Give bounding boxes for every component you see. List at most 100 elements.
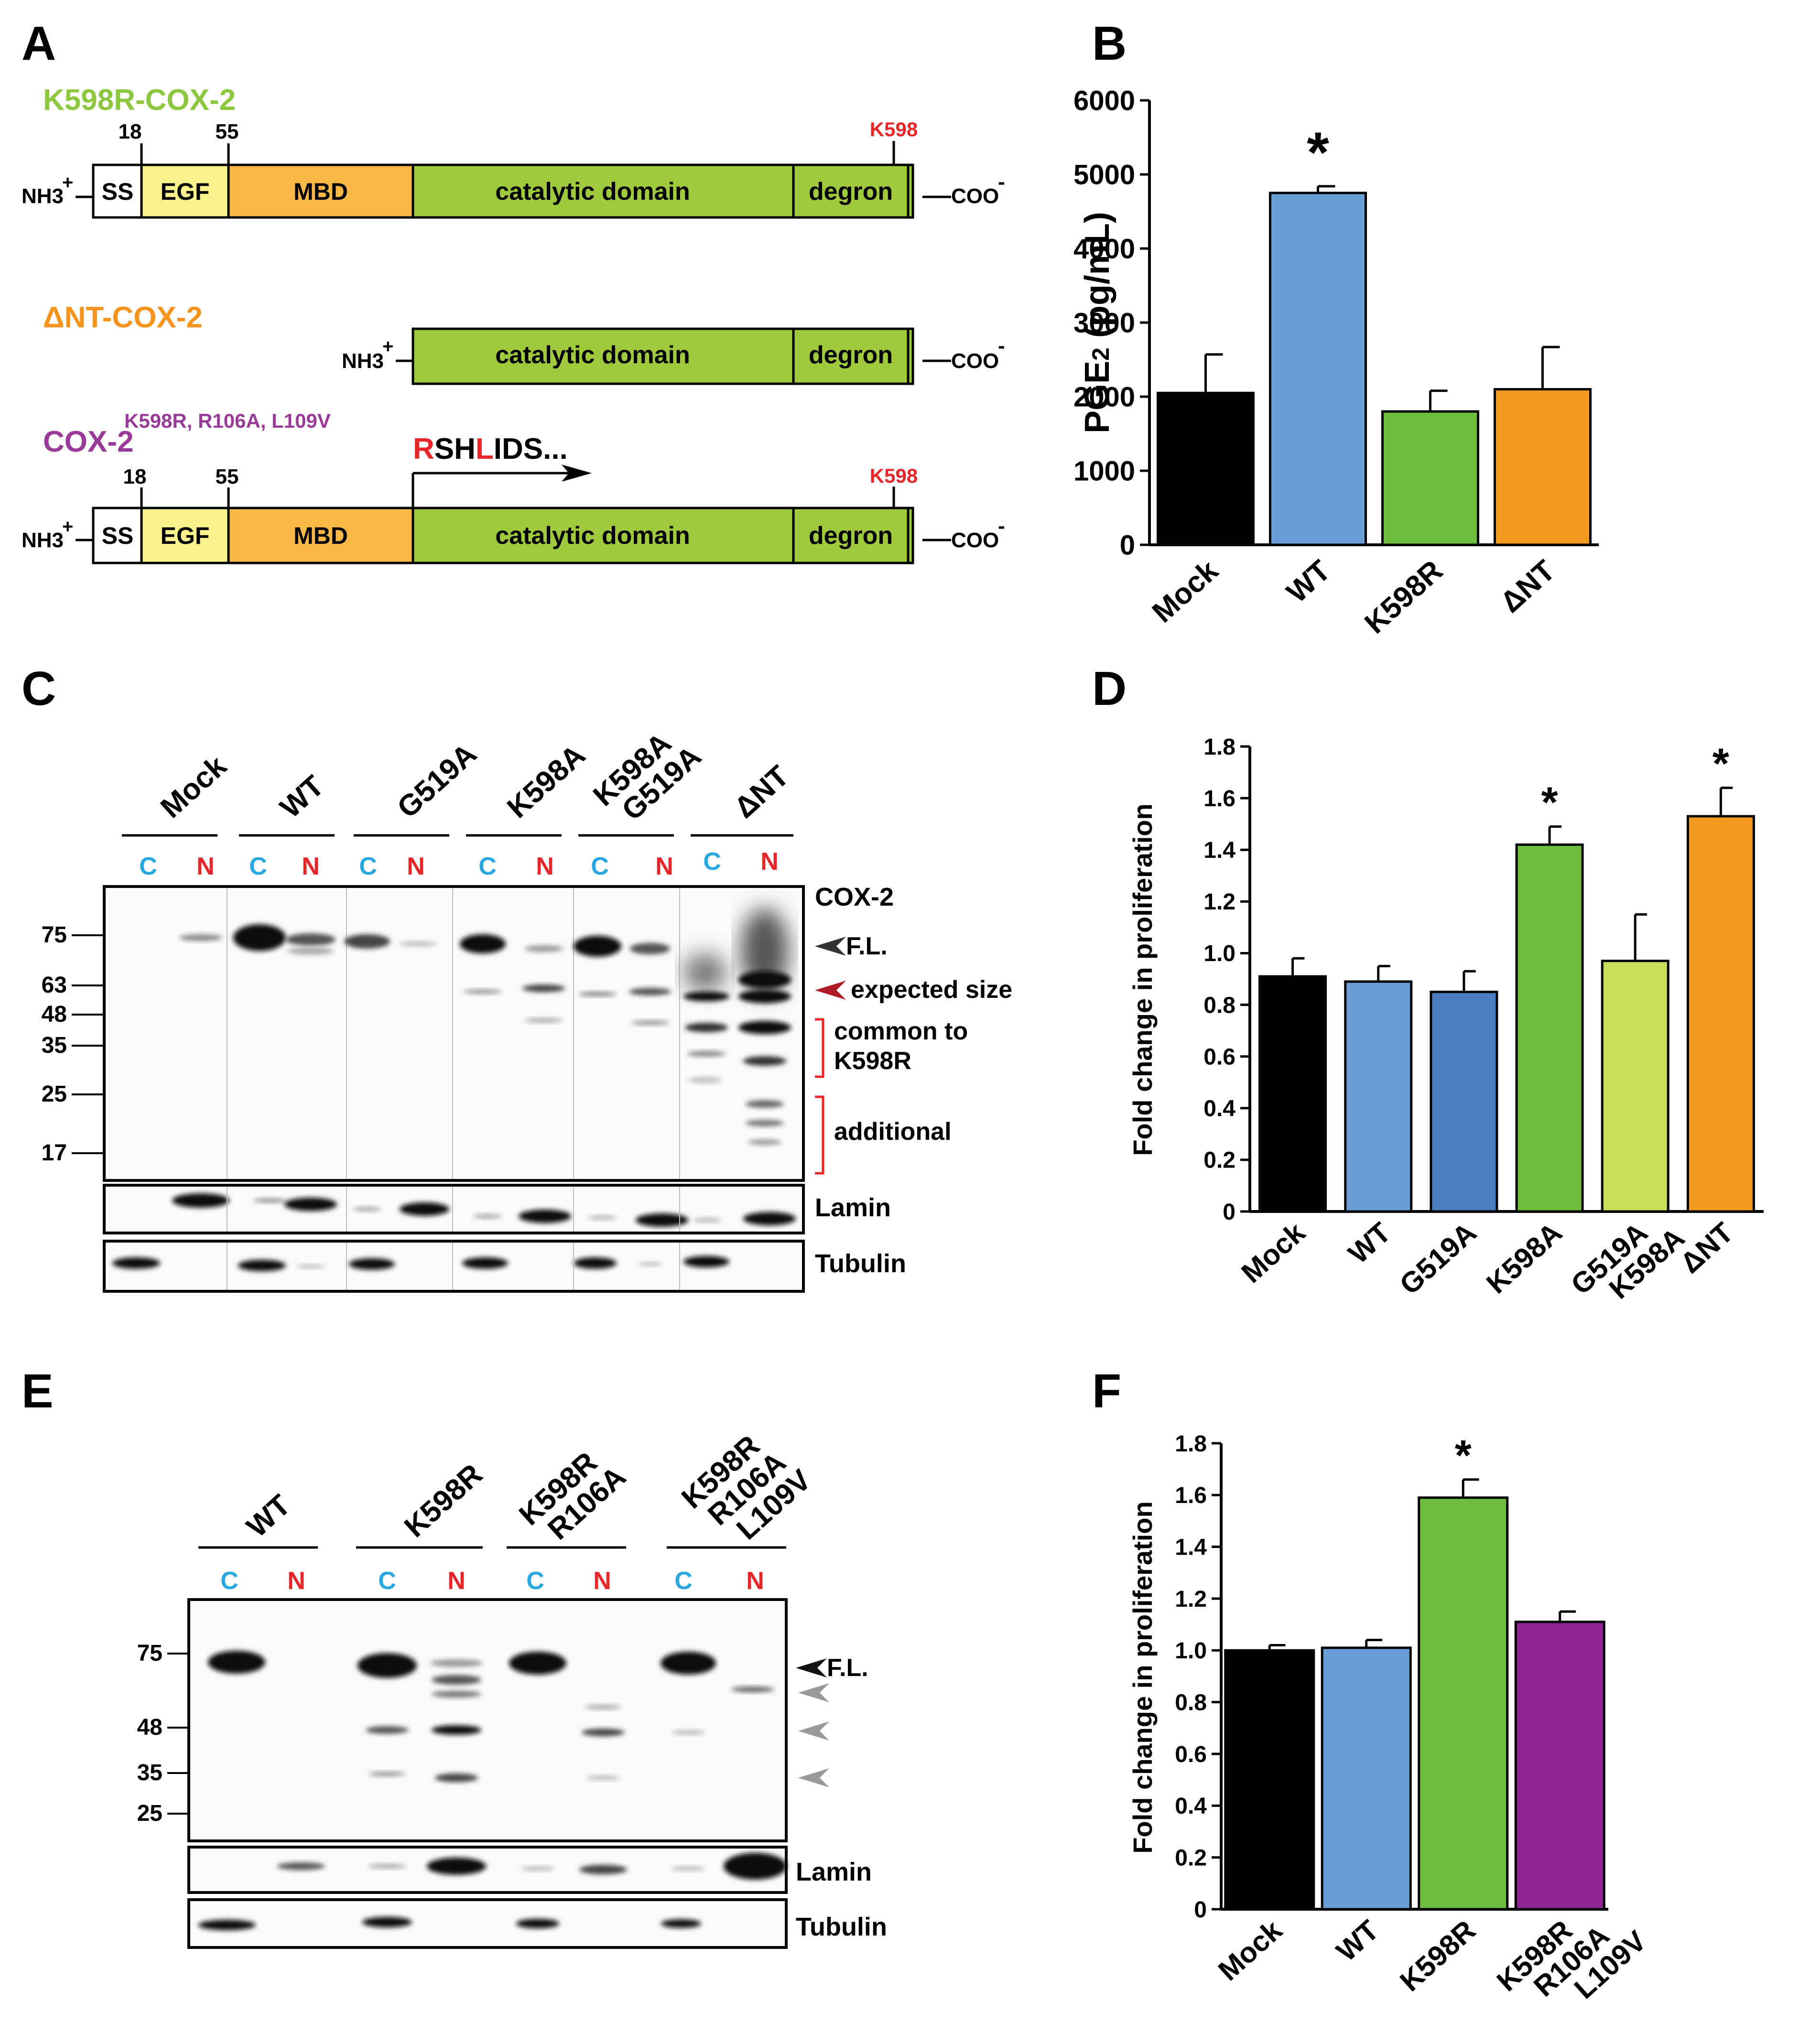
y-tick-label: 0 bbox=[1194, 1897, 1207, 1923]
domain-mbd-label: MBD bbox=[293, 178, 348, 205]
x-tick-label: K598R bbox=[1358, 554, 1449, 640]
construct1-bar: NH3 + SS EGF MBD catalytic domain degron… bbox=[22, 163, 1005, 219]
lane-header-k598a: K598A bbox=[501, 738, 592, 824]
expected-arrowhead bbox=[815, 981, 846, 1000]
significance-star: * bbox=[1712, 740, 1729, 788]
blot-e-main bbox=[187, 1598, 788, 1842]
y-tick-label: 0.4 bbox=[1175, 1794, 1207, 1819]
gray-arrowhead-3 bbox=[798, 1768, 829, 1787]
domain-degron bbox=[792, 163, 914, 219]
panel-a: A K598R-COX-2 18 55 K598 NH3 + SS EGF MB… bbox=[22, 17, 1005, 564]
construct2-bar: NH3 + catalytic domain degron COO - bbox=[342, 327, 1005, 385]
panel-a-label: A bbox=[22, 17, 56, 70]
y-axis-title: PGE2 (pg/mL) bbox=[1078, 212, 1116, 433]
svg-text:C: C bbox=[139, 853, 157, 880]
domain-ss bbox=[92, 163, 143, 219]
x-tick-label: G519A bbox=[1394, 1216, 1483, 1301]
svg-text:COO: COO bbox=[951, 529, 999, 552]
nterm-label: NH3 bbox=[22, 184, 64, 208]
blot-c-tubulin-label: Tubulin bbox=[815, 1249, 906, 1278]
y-tick-label: 0 bbox=[1223, 1200, 1235, 1225]
y-tick-label: 0.2 bbox=[1175, 1845, 1207, 1871]
svg-text:C: C bbox=[220, 1567, 238, 1595]
svg-text:EGF: EGF bbox=[161, 522, 210, 549]
y-axis-title: Fold change in proliferation bbox=[1127, 1501, 1158, 1853]
svg-text:C: C bbox=[249, 853, 267, 880]
svg-text:degron: degron bbox=[809, 522, 893, 550]
domain-egf-label: EGF bbox=[161, 178, 210, 205]
svg-text:catalytic domain: catalytic domain bbox=[495, 341, 690, 369]
svg-text:K598R: K598R bbox=[398, 1458, 489, 1544]
internal-start-arrow: RSHLIDS... bbox=[412, 433, 592, 508]
y-tick-label: 0 bbox=[1120, 530, 1135, 561]
svg-text:25: 25 bbox=[137, 1801, 163, 1826]
svg-text:75: 75 bbox=[42, 922, 67, 948]
nterm-plus: + bbox=[62, 172, 73, 193]
blot-c-tubulin bbox=[103, 1240, 805, 1293]
bar-1 bbox=[1321, 1646, 1412, 1911]
bar-3 bbox=[1494, 388, 1592, 546]
panel-e-label: E bbox=[22, 1364, 54, 1418]
x-tick-label: K598R bbox=[1394, 1914, 1482, 1998]
y-tick-label: 0.6 bbox=[1175, 1742, 1207, 1767]
bar-1 bbox=[1269, 192, 1367, 546]
lane-header-g519a: G519A bbox=[391, 737, 483, 825]
lane-header-wt: WT bbox=[274, 769, 330, 825]
svg-text:25: 25 bbox=[42, 1081, 67, 1107]
gray-arrowhead-2 bbox=[798, 1721, 829, 1741]
y-tick-label: 0.8 bbox=[1203, 993, 1235, 1018]
x-tick-label: Mock bbox=[1146, 554, 1225, 629]
svg-text:COO: COO bbox=[951, 349, 999, 373]
svg-text:75: 75 bbox=[137, 1641, 163, 1666]
svg-text:N: N bbox=[447, 1567, 466, 1595]
domain-catalytic-label: catalytic domain bbox=[495, 178, 690, 205]
blot-c-lamin-label: Lamin bbox=[815, 1193, 891, 1222]
significance-star: * bbox=[1541, 779, 1558, 827]
construct3-pos-18: 18 bbox=[123, 465, 147, 488]
construct1-pos-18: 18 bbox=[119, 120, 142, 143]
domain-ss-label: SS bbox=[102, 178, 134, 205]
bar-1 bbox=[1344, 980, 1413, 1213]
y-tick-label: 3000 bbox=[1073, 307, 1135, 338]
svg-text:35: 35 bbox=[42, 1033, 67, 1058]
domain-egf bbox=[140, 163, 230, 219]
svg-text:MBD: MBD bbox=[293, 522, 348, 549]
construct1-pos-55: 55 bbox=[216, 120, 239, 143]
bar-3 bbox=[1514, 1621, 1605, 1911]
svg-text:N: N bbox=[196, 853, 215, 880]
bar-0 bbox=[1258, 975, 1327, 1213]
panel-f-label: F bbox=[1092, 1364, 1121, 1418]
svg-text:+: + bbox=[382, 336, 393, 357]
construct3-mutations: K598R, R106A, L109V bbox=[124, 410, 331, 432]
svg-text:N: N bbox=[407, 853, 425, 880]
y-tick-label: 1.6 bbox=[1175, 1483, 1207, 1508]
domain-catalytic bbox=[412, 163, 795, 219]
y-tick-label: 1.8 bbox=[1203, 735, 1235, 760]
bar-0 bbox=[1157, 391, 1255, 546]
svg-text:N: N bbox=[655, 853, 673, 880]
y-tick-label: 1.4 bbox=[1203, 838, 1235, 863]
y-tick-label: 1.6 bbox=[1203, 786, 1235, 811]
svg-text:35: 35 bbox=[137, 1760, 163, 1785]
bar-0 bbox=[1224, 1649, 1315, 1911]
x-tick-label: Mock bbox=[1235, 1216, 1311, 1289]
svg-text:N: N bbox=[302, 853, 320, 880]
svg-text:C: C bbox=[591, 853, 609, 880]
svg-text:degron: degron bbox=[809, 341, 893, 369]
y-tick-label: 1000 bbox=[1073, 455, 1135, 487]
fl-label-e: F.L. bbox=[827, 1654, 868, 1682]
y-tick-label: 5000 bbox=[1073, 159, 1135, 190]
construct3-title: COX-2 bbox=[43, 425, 133, 458]
svg-text:Tubulin: Tubulin bbox=[796, 1913, 887, 1941]
panel-c-label: C bbox=[22, 662, 56, 715]
construct3-site-k598: K598 bbox=[870, 465, 918, 487]
y-tick-label: 1.0 bbox=[1175, 1638, 1207, 1664]
expected-size-label: expected size bbox=[851, 976, 1012, 1004]
bar-2 bbox=[1381, 410, 1479, 546]
svg-text:NH3: NH3 bbox=[22, 529, 64, 552]
common-label-1: common to bbox=[834, 1017, 968, 1045]
svg-text:WT: WT bbox=[240, 1489, 297, 1544]
domain-mbd bbox=[227, 163, 414, 219]
bar-2 bbox=[1430, 991, 1498, 1213]
y-tick-label: 6000 bbox=[1073, 85, 1135, 116]
